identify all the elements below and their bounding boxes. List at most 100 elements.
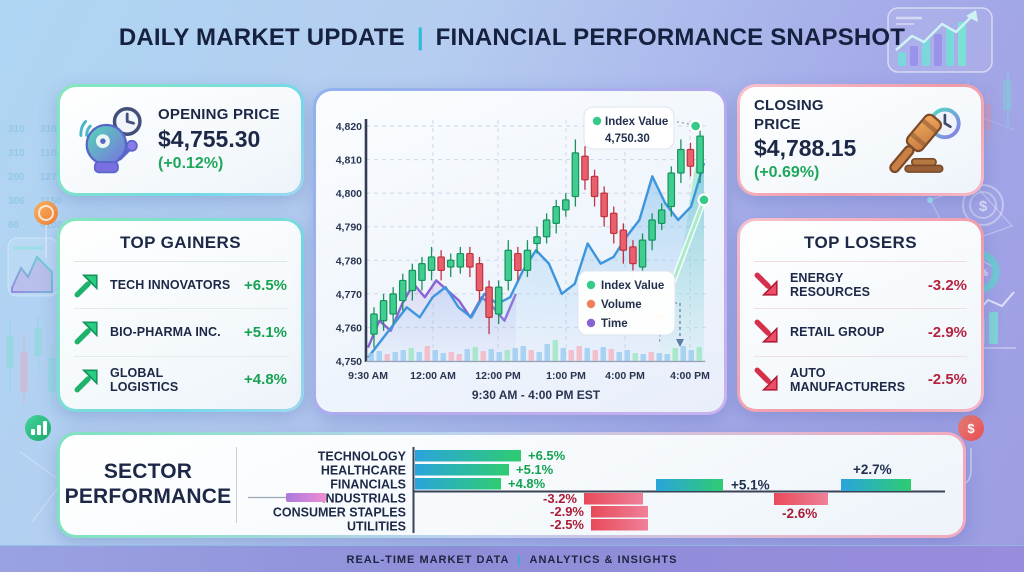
- candles: [370, 126, 704, 348]
- title-separator: |: [416, 24, 424, 51]
- footer-left: REAL-TIME MARKET DATA: [346, 553, 510, 566]
- svg-text:FINANCIALS: FINANCIALS: [330, 478, 406, 492]
- top-losers-card: TOP LOSERS ENERGY RESOURCES -3.2% RETAIL…: [737, 218, 984, 412]
- svg-text:12:00 AM: 12:00 AM: [410, 370, 456, 382]
- svg-text:$: $: [967, 421, 975, 436]
- svg-text:Time: Time: [601, 318, 628, 330]
- svg-text:4,750: 4,750: [336, 356, 362, 368]
- svg-text:200: 200: [8, 172, 25, 183]
- mini-chart-card-decor: [7, 237, 59, 297]
- svg-text:310: 310: [8, 124, 25, 135]
- down-arrow-icon: [754, 320, 778, 344]
- red-dollar-coin-icon: $: [958, 415, 984, 441]
- svg-text:306: 306: [8, 196, 25, 207]
- svg-text:4,790: 4,790: [336, 222, 362, 234]
- svg-text:4,820: 4,820: [336, 121, 362, 133]
- svg-text:Index Value: Index Value: [601, 280, 664, 292]
- closing-price-card: CLOSING PRICE $4,788.15 (+0.69%): [737, 84, 984, 196]
- svg-text:310: 310: [40, 124, 57, 135]
- candles-decor-left: [6, 316, 56, 408]
- top-losers-title: TOP LOSERS: [754, 229, 967, 262]
- footer-separator: |: [517, 553, 522, 566]
- gainer-change: +6.5%: [244, 276, 287, 294]
- svg-text:4,770: 4,770: [336, 289, 362, 301]
- svg-text:4:00 PM: 4:00 PM: [605, 370, 645, 382]
- orange-coin-icon: [34, 201, 58, 225]
- title-right: FINANCIAL PERFORMANCE SNAPSHOT: [435, 24, 906, 51]
- page-title: DAILY MARKET UPDATE | FINANCIAL PERFORMA…: [0, 24, 1024, 52]
- gainer-name: BIO-PHARMA INC.: [110, 325, 221, 340]
- up-arrow-icon: [74, 321, 98, 345]
- green-chart-coin-icon: [25, 415, 51, 441]
- svg-text:-3.2%: -3.2%: [543, 491, 577, 506]
- intraday-chart-panel: 4,820 4,810 4,800 4,790 4,780 4,770 4,760 4,750…: [313, 88, 727, 415]
- svg-text:12:00 PM: 12:00 PM: [475, 370, 521, 382]
- opening-bell-icon: [79, 107, 142, 174]
- svg-text:4:00 PM: 4:00 PM: [670, 370, 710, 382]
- svg-text:1150: 1150: [40, 196, 62, 207]
- intraday-candlestick-chart: 4,820 4,810 4,800 4,790 4,780 4,770 4,760 4,750…: [336, 106, 711, 402]
- svg-text:-2.5%: -2.5%: [550, 517, 584, 532]
- svg-text:UTILITIES: UTILITIES: [347, 520, 406, 534]
- loser-row: ENERGY RESOURCES -3.2%: [754, 262, 967, 310]
- opening-price-label: OPENING PRICE: [158, 106, 280, 124]
- closing-price-change: (+0.69%): [754, 164, 820, 182]
- opening-price-change: (+0.12%): [158, 154, 224, 172]
- svg-text:310: 310: [8, 148, 25, 159]
- sector-performance-chart: TECHNOLOGYHEALTHCAREFINANCIALSINDUSTRIAL…: [248, 447, 945, 534]
- sector-title-line2: PERFORMANCE: [64, 485, 232, 508]
- up-arrow-icon: [74, 369, 98, 393]
- sector-title-line1: SECTOR: [103, 460, 193, 484]
- up-arrow-icon: [74, 274, 98, 298]
- loser-name: AUTO MANUFACTURERS: [790, 365, 906, 394]
- svg-text:9:30 AM: 9:30 AM: [348, 370, 388, 382]
- gainer-change: +5.1%: [244, 323, 287, 341]
- loser-name: RETAIL GROUP: [790, 325, 885, 340]
- chart-legend: Index Value Volume Time: [577, 270, 676, 336]
- title-left: DAILY MARKET UPDATE: [118, 24, 405, 51]
- svg-text:HEALTHCARE: HEALTHCARE: [321, 464, 406, 478]
- gainer-row: GLOBAL LOGISTICS +4.8%: [74, 357, 287, 403]
- opening-price-value: $4,755.30: [158, 126, 261, 152]
- svg-text:4,810: 4,810: [336, 155, 362, 167]
- opening-price-card: OPENING PRICE $4,755.30 (+0.12%): [57, 84, 304, 196]
- svg-text:60: 60: [8, 220, 20, 231]
- loser-change: -2.5%: [927, 371, 967, 389]
- svg-text:9:30 AM - 4:00 PM EST: 9:30 AM - 4:00 PM EST: [472, 388, 601, 402]
- svg-text:+6.5%: +6.5%: [528, 448, 566, 463]
- svg-text:+5.1%: +5.1%: [731, 478, 770, 493]
- gainer-change: +4.8%: [244, 371, 287, 389]
- sector-panel-title: SECTOR PERFORMANCE: [60, 460, 236, 510]
- loser-row: AUTO MANUFACTURERS -2.5%: [754, 357, 967, 403]
- svg-text:-2.6%: -2.6%: [782, 506, 817, 521]
- svg-text:+5.1%: +5.1%: [516, 462, 554, 477]
- vertical-divider: [236, 447, 237, 523]
- loser-change: -3.2%: [927, 276, 967, 294]
- loser-change: -2.9%: [927, 323, 967, 341]
- svg-text:4,800: 4,800: [336, 188, 362, 200]
- top-gainers-title: TOP GAINERS: [74, 229, 287, 262]
- gainer-name: TECH INNOVATORS: [110, 278, 231, 293]
- sector-performance-panel: SECTOR PERFORMANCE TECHNOLOGY HEALTHCARE F…: [57, 432, 966, 538]
- closing-price-value: $4,788.15: [754, 135, 857, 162]
- footer-bar: REAL-TIME MARKET DATA | ANALYTICS & INSI…: [0, 545, 1024, 572]
- svg-text:+2.7%: +2.7%: [853, 462, 892, 477]
- svg-text:+4.8%: +4.8%: [508, 476, 546, 491]
- svg-text:CONSUMER STAPLES: CONSUMER STAPLES: [273, 506, 406, 520]
- gainer-row: TECH INNOVATORS +6.5%: [74, 262, 287, 310]
- svg-text:4,780: 4,780: [336, 255, 362, 267]
- top-gainers-card: TOP GAINERS TECH INNOVATORS +6.5% BIO-PH…: [57, 218, 304, 412]
- closing-gavel-icon: [889, 107, 961, 174]
- closing-price-label: CLOSING PRICE: [754, 96, 824, 133]
- svg-text:TECHNOLOGY: TECHNOLOGY: [318, 450, 407, 464]
- svg-text:$: $: [979, 198, 988, 215]
- svg-text:1:00 PM: 1:00 PM: [546, 370, 586, 382]
- loser-row: RETAIL GROUP -2.9%: [754, 309, 967, 357]
- footer-right: ANALYTICS & INSIGHTS: [529, 553, 678, 566]
- svg-text:4,750.30: 4,750.30: [605, 133, 650, 145]
- gainer-row: BIO-PHARMA INC. +5.1%: [74, 309, 287, 357]
- down-arrow-icon: [754, 367, 778, 391]
- loser-name: ENERGY RESOURCES: [790, 271, 871, 300]
